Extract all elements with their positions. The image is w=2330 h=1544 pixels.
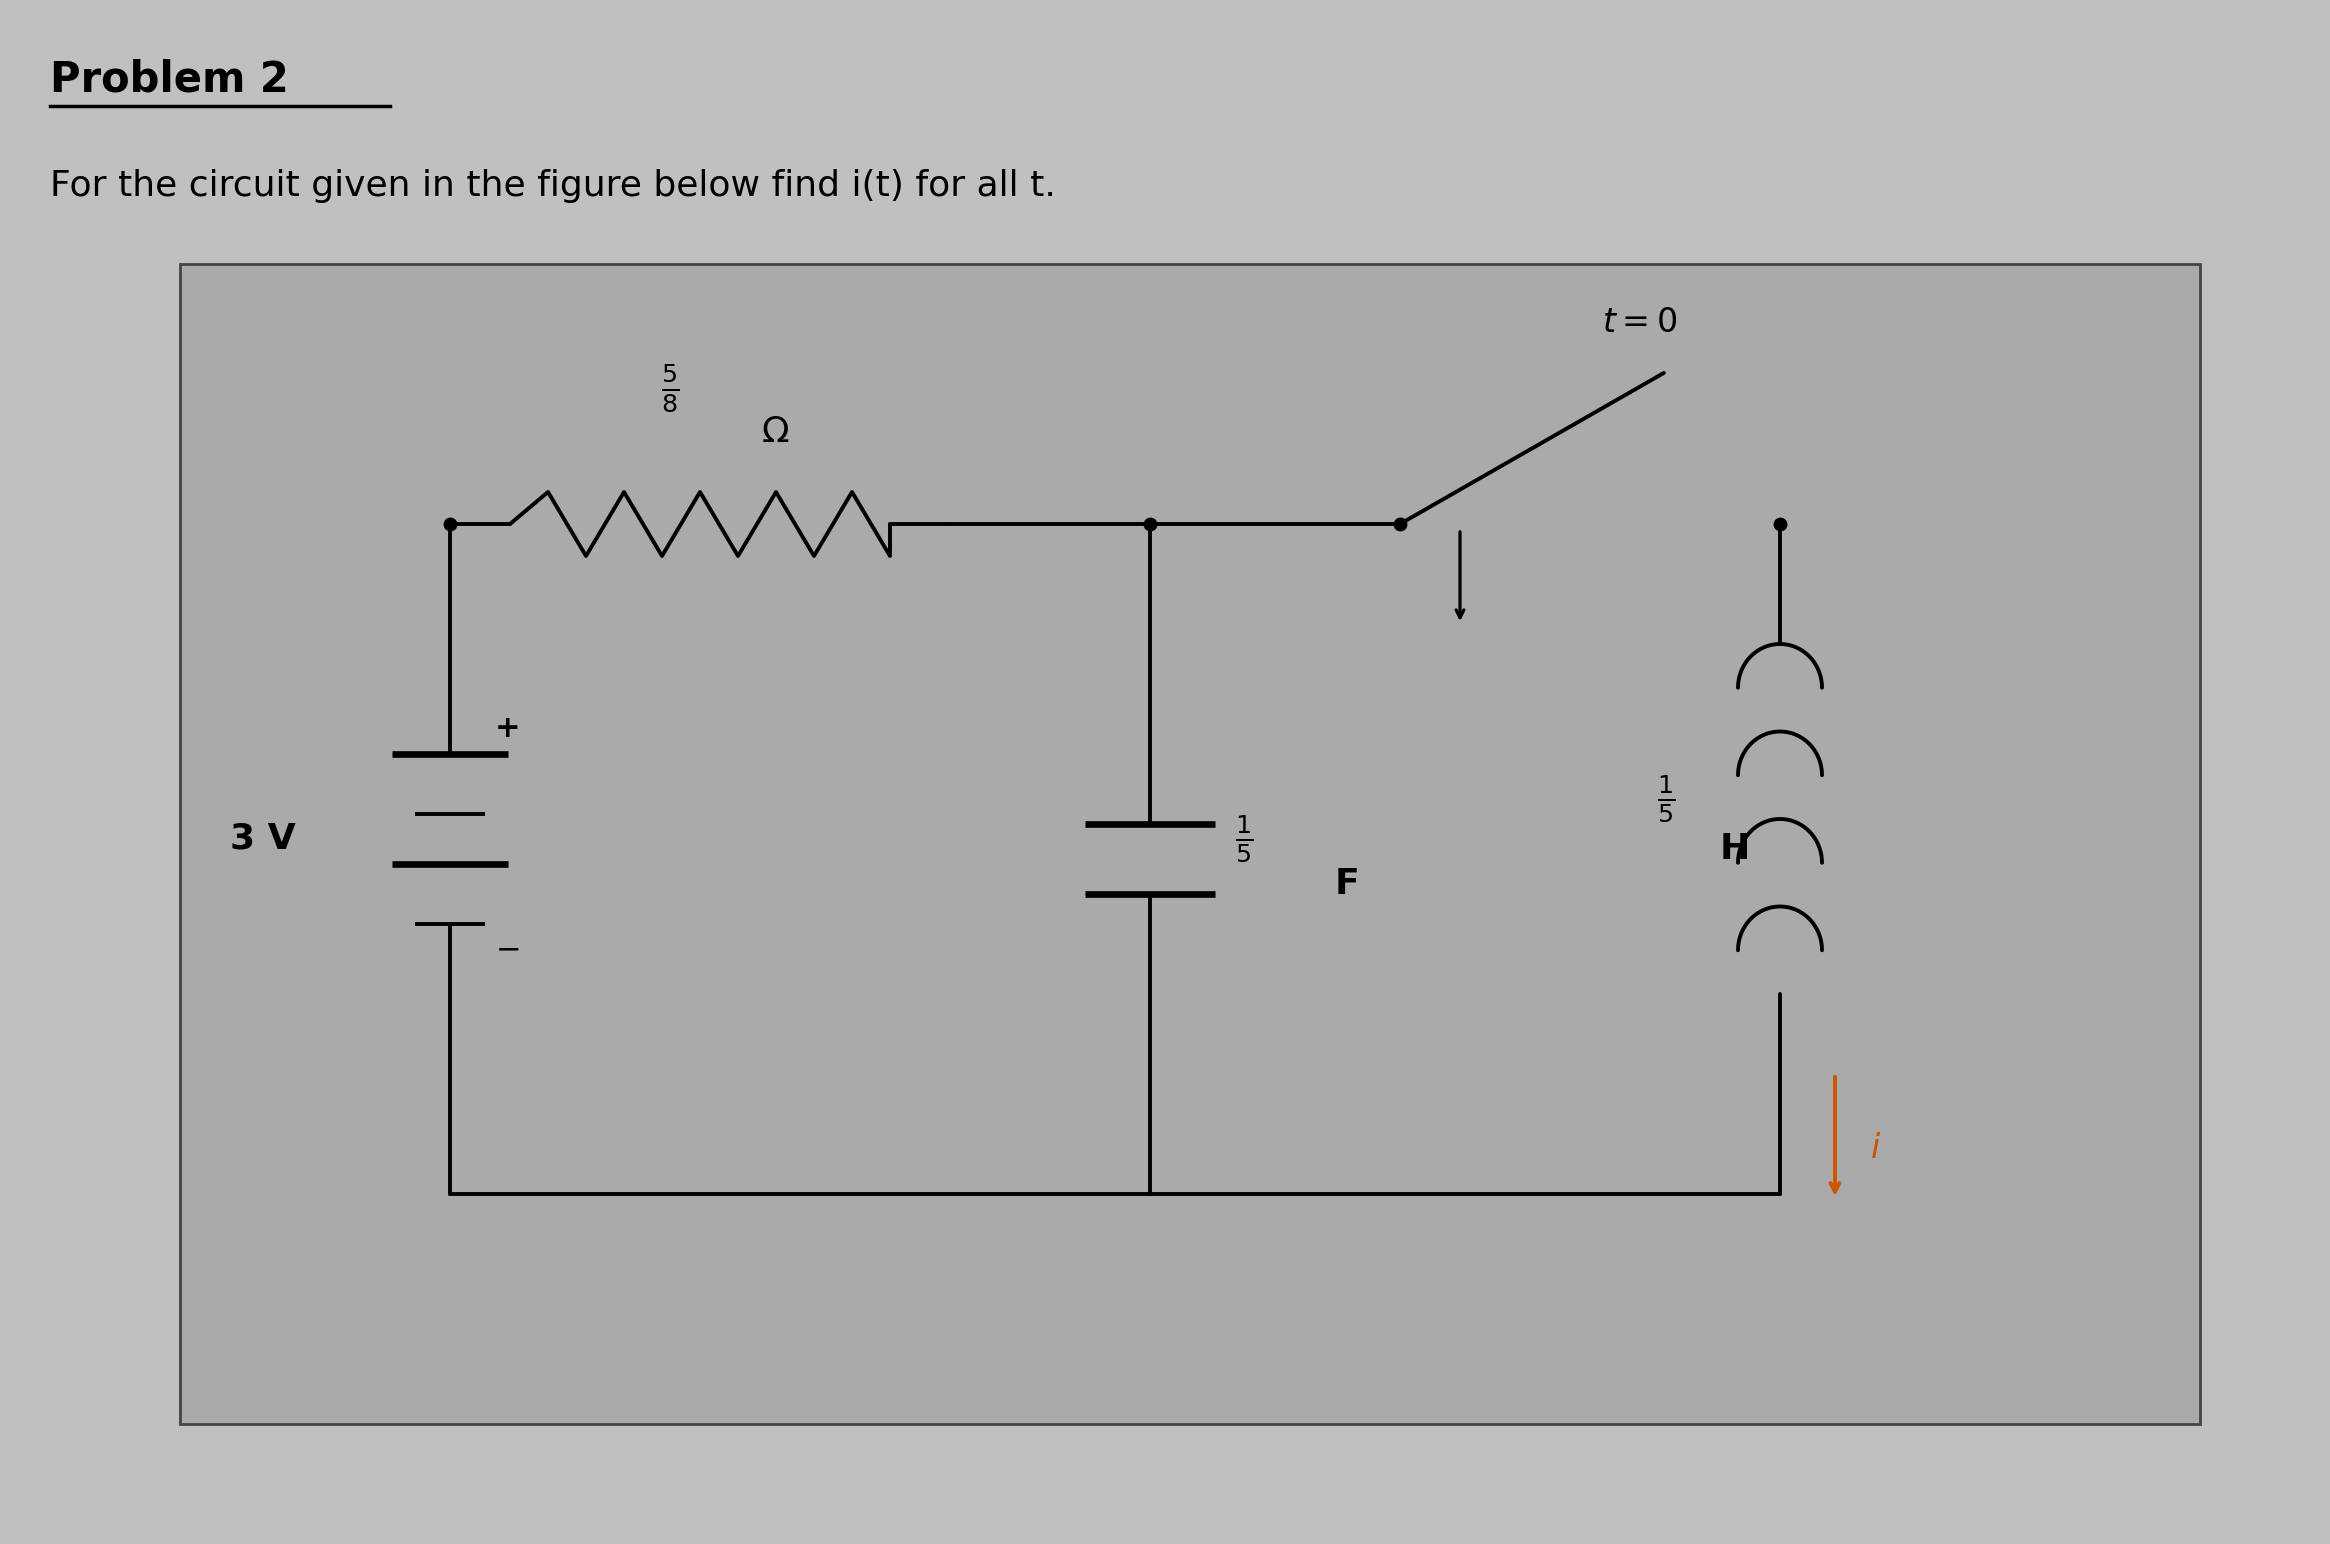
Text: $\frac{1}{5}$: $\frac{1}{5}$ xyxy=(1657,774,1675,824)
Text: 3 V: 3 V xyxy=(231,821,296,855)
Text: $-$: $-$ xyxy=(494,934,520,963)
Text: F: F xyxy=(1335,868,1361,902)
Text: H: H xyxy=(1720,832,1750,866)
Text: For the circuit given in the figure below find i(t) for all t.: For the circuit given in the figure belo… xyxy=(49,168,1055,202)
Text: +: + xyxy=(494,715,520,744)
Text: Problem 2: Problem 2 xyxy=(49,59,289,100)
Text: $i$: $i$ xyxy=(1871,1132,1880,1166)
Text: $\frac{5}{8}$: $\frac{5}{8}$ xyxy=(662,363,678,414)
Text: $\frac{1}{5}$: $\frac{1}{5}$ xyxy=(1235,814,1254,865)
Text: $\Omega$: $\Omega$ xyxy=(762,415,790,449)
Bar xyxy=(179,264,2200,1424)
Text: $t = 0$: $t = 0$ xyxy=(1603,306,1678,340)
